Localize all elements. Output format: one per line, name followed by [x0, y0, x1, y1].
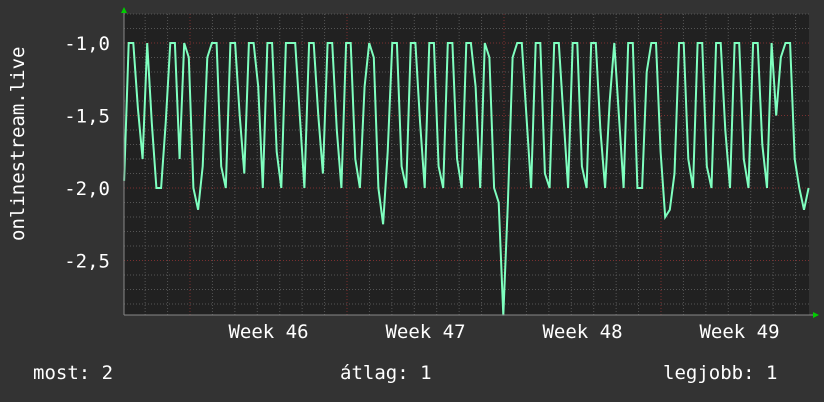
x-tick-label: Week 49: [699, 321, 779, 343]
legend-current: most: 2: [33, 362, 114, 384]
legend-best: legjobb: 1: [663, 362, 778, 384]
x-tick-label: Week 48: [542, 321, 622, 343]
y-tick-label: -1,0: [64, 33, 110, 55]
x-axis-arrow-icon: [813, 312, 819, 318]
y-tick-label: -1,5: [64, 106, 110, 128]
x-tick-label: Week 46: [228, 321, 308, 343]
y-tick-label: -2,5: [64, 251, 110, 273]
y-tick-label: -2,0: [64, 178, 110, 200]
x-tick-label: Week 47: [385, 321, 465, 343]
y-axis-label: onlinestream.live: [7, 46, 29, 241]
legend-average: átlag: 1: [340, 362, 432, 384]
y-axis-arrow-icon: [121, 7, 127, 13]
series-line: [123, 42, 810, 316]
